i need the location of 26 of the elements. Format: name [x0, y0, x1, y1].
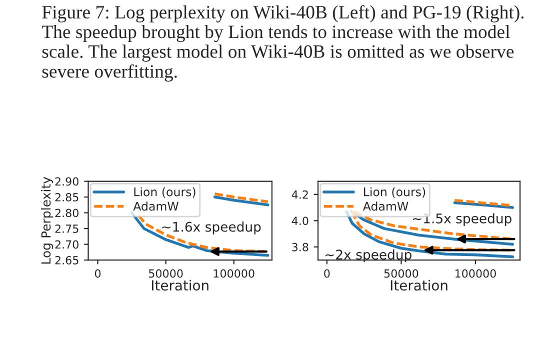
- x-tick-label: 100000: [214, 269, 254, 278]
- y-axis-title: Log Perplexity: [40, 176, 54, 264]
- annotation: ~1.6x speedup: [162, 222, 261, 234]
- y-tick-label: 2.75: [55, 224, 78, 233]
- x-tick-label: 100000: [455, 269, 496, 278]
- legend-label: Lion (ours): [364, 187, 426, 198]
- annotation: ~1.5x speedup: [412, 213, 512, 226]
- y-tick-label: 2.90: [55, 177, 78, 186]
- x-tick-label: 0: [94, 269, 101, 278]
- y-tick-label: 4.0: [292, 216, 308, 226]
- legend-label: AdamW: [362, 202, 408, 211]
- y-tick-label: 4.2: [292, 190, 308, 199]
- chart-title: Figure 7: Log perplexity on Wiki-40B (Left) and PG-19 (Right). The speedup brought by Lion tends to increase with the model scale. The largest model on Wiki-40B is omitted as we observe severe overfitting.: [42, 5, 524, 82]
- x-tick-label: 50000: [384, 269, 418, 278]
- y-tick-label: 2.85: [55, 193, 78, 202]
- x-axis-title: Iteration: [152, 280, 208, 291]
- annotation: ~2x speedup: [326, 249, 412, 262]
- x-tick-label: 0: [324, 269, 330, 278]
- y-tick-label: 2.65: [55, 256, 78, 264]
- legend-label: Lion (ours): [134, 187, 196, 198]
- y-tick-label: 2.80: [55, 208, 78, 218]
- y-tick-label: 2.70: [55, 240, 78, 249]
- x-axis-title: Iteration: [390, 280, 448, 291]
- x-tick-label: 50000: [148, 269, 183, 278]
- y-tick-label: 3.8: [292, 242, 308, 252]
- legend-label: AdamW: [133, 202, 178, 211]
